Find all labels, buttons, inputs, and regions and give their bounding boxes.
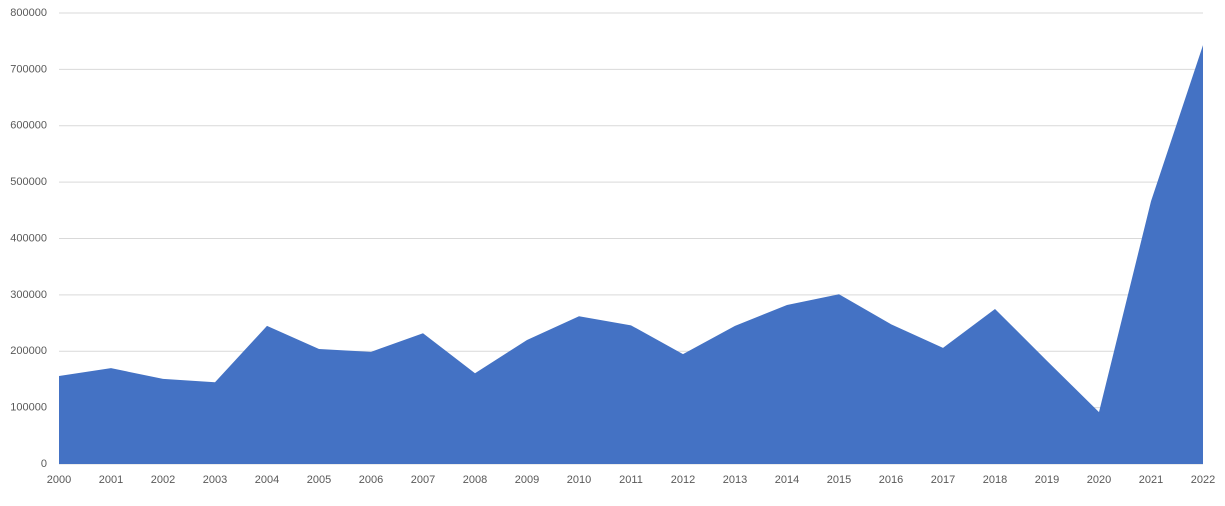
y-tick-label: 600000 [10,120,47,132]
y-tick-label: 500000 [10,176,47,188]
x-tick-label: 2005 [307,474,331,486]
x-tick-label: 2021 [1139,474,1163,486]
y-tick-label: 100000 [10,402,47,414]
x-tick-label: 2020 [1087,474,1111,486]
y-tick-label: 400000 [10,232,47,244]
x-tick-label: 2003 [203,474,227,486]
x-tick-label: 2022 [1191,474,1215,486]
x-tick-label: 2009 [515,474,539,486]
x-tick-label: 2000 [47,474,71,486]
y-tick-label: 700000 [10,63,47,75]
x-tick-label: 2012 [671,474,695,486]
x-tick-label: 2010 [567,474,591,486]
y-tick-label: 800000 [10,7,47,19]
x-tick-label: 2011 [619,474,643,486]
x-tick-label: 2001 [99,474,123,486]
x-tick-label: 2017 [931,474,955,486]
area [59,45,1203,464]
x-tick-label: 2019 [1035,474,1059,486]
x-tick-label: 2007 [411,474,435,486]
x-tick-label: 2013 [723,474,747,486]
y-tick-label: 200000 [10,345,47,357]
y-tick-label: 0 [41,458,47,470]
y-tick-label: 300000 [10,289,47,301]
x-tick-label: 2016 [879,474,903,486]
x-tick-label: 2014 [775,474,799,486]
x-tick-label: 2008 [463,474,487,486]
x-tick-label: 2015 [827,474,851,486]
x-tick-label: 2018 [983,474,1007,486]
x-tick-label: 2004 [255,474,279,486]
x-tick-label: 2006 [359,474,383,486]
x-tick-label: 2002 [151,474,175,486]
